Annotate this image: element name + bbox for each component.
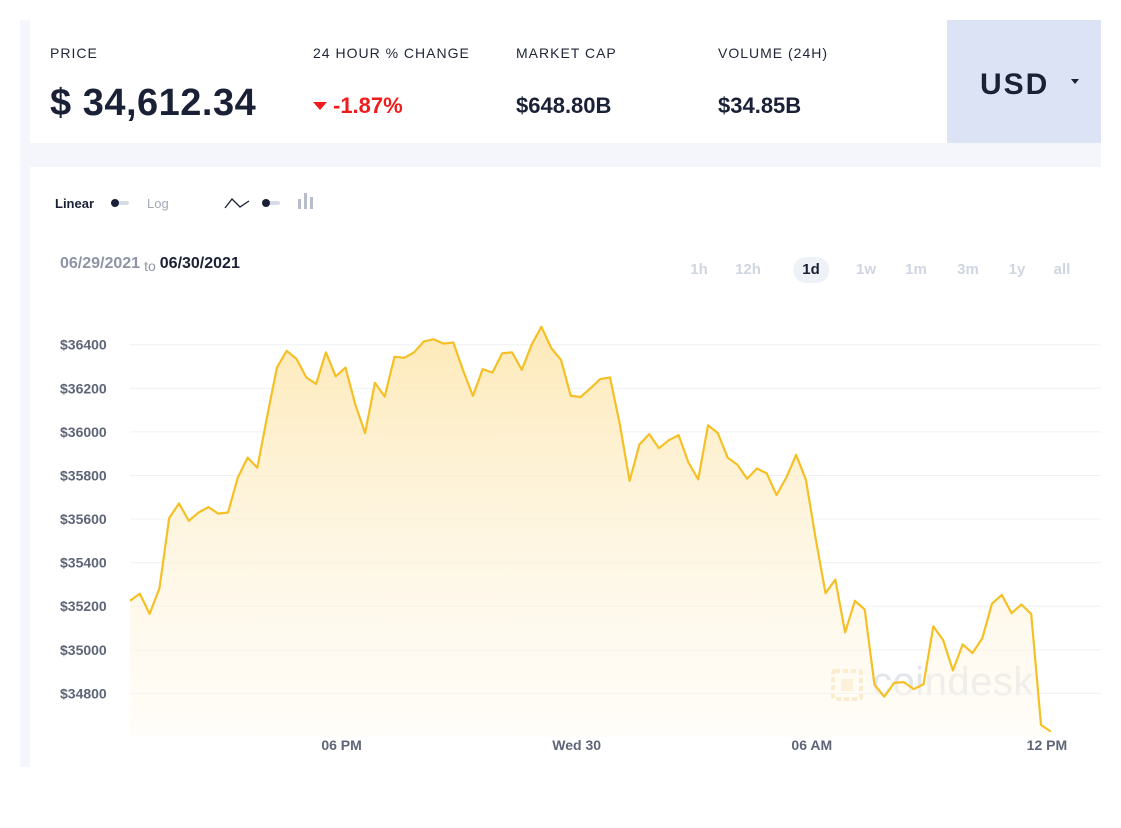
currency-label: USD: [980, 68, 1050, 101]
chart-type-toggle-group: [224, 192, 324, 215]
x-tick-label: 12 PM: [1027, 737, 1067, 753]
x-axis-ticks: 06 PM Wed 30 06 AM 12 PM: [321, 737, 1067, 753]
change-label: 24 HOUR % CHANGE: [313, 45, 470, 61]
range-tab-1y[interactable]: 1y: [1008, 261, 1026, 278]
down-caret-icon: [313, 102, 327, 111]
change-value-wrap: -1.87%: [313, 93, 403, 119]
y-tick-label: $36200: [60, 380, 107, 396]
volume-label: VOLUME (24H): [718, 45, 829, 61]
time-range-tabs: 1h 12h 1d 1w 1m 3m 1y all: [30, 257, 1101, 287]
price-series-line: [129, 325, 1052, 733]
price-area: [130, 326, 1051, 737]
range-tab-3m[interactable]: 3m: [957, 261, 979, 278]
range-tab-12h[interactable]: 12h: [735, 261, 761, 278]
stats-bar: PRICE $ 34,612.34 24 HOUR % CHANGE -1.87…: [30, 20, 947, 143]
y-tick-label: $36000: [60, 424, 107, 440]
range-tab-1m[interactable]: 1m: [905, 261, 927, 278]
line-chart-icon[interactable]: [224, 196, 250, 210]
x-tick-label: 06 AM: [791, 737, 832, 753]
range-tab-all[interactable]: all: [1053, 261, 1071, 278]
candlestick-icon[interactable]: [297, 192, 315, 212]
y-tick-label: $35200: [60, 598, 107, 614]
y-axis-ticks: $34800 $35000 $35200 $35400 $35600 $35800 $360…: [60, 337, 107, 702]
date-from[interactable]: 06/29/2021: [60, 255, 141, 272]
price-chart[interactable]: $34800 $35000 $35200 $35400 $35600 $35800 $360…: [30, 167, 1101, 767]
x-tick-label: 06 PM: [321, 737, 361, 753]
chart-panel: Linear Log 06/29/2021 to 06/30/2021 1h 12h 1…: [30, 167, 1101, 767]
market-cap-label: MARKET CAP: [516, 45, 617, 61]
linear-scale-option[interactable]: Linear: [55, 196, 95, 211]
range-tab-1d[interactable]: 1d: [793, 257, 829, 283]
y-tick-label: $34800: [60, 685, 107, 701]
x-tick-label: Wed 30: [552, 737, 601, 753]
price-value: $ 34,612.34: [50, 82, 257, 124]
scale-toggle-track: [115, 201, 129, 205]
chevron-down-icon: [1071, 79, 1079, 84]
date-to-word: to: [144, 258, 156, 274]
chart-type-toggle-track: [266, 201, 280, 205]
y-tick-label: $35800: [60, 467, 107, 483]
change-value: -1.87%: [333, 93, 403, 118]
log-scale-option[interactable]: Log: [147, 196, 169, 211]
range-tab-1h[interactable]: 1h: [690, 261, 708, 278]
date-range: 06/29/2021 to 06/30/2021: [60, 255, 240, 274]
market-cap-value: $648.80B: [516, 93, 612, 118]
chart-type-toggle-switch[interactable]: [262, 199, 282, 207]
price-area-fill: [130, 326, 1051, 737]
y-tick-label: $36400: [60, 337, 107, 353]
date-to[interactable]: 06/30/2021: [159, 255, 240, 272]
y-tick-label: $35600: [60, 511, 107, 527]
currency-dropdown[interactable]: USD: [947, 20, 1101, 143]
y-tick-label: $35000: [60, 642, 107, 658]
chart-type-toggle-knob: [262, 199, 270, 207]
range-tab-1w[interactable]: 1w: [855, 261, 877, 278]
price-label: PRICE: [50, 45, 98, 61]
scale-toggle-switch[interactable]: [111, 199, 131, 207]
scale-toggle-knob: [111, 199, 119, 207]
scale-toggle-group: Linear Log: [55, 195, 175, 215]
price-line: [129, 325, 1052, 733]
volume-value: $34.85B: [718, 93, 802, 118]
y-tick-label: $35400: [60, 555, 107, 571]
